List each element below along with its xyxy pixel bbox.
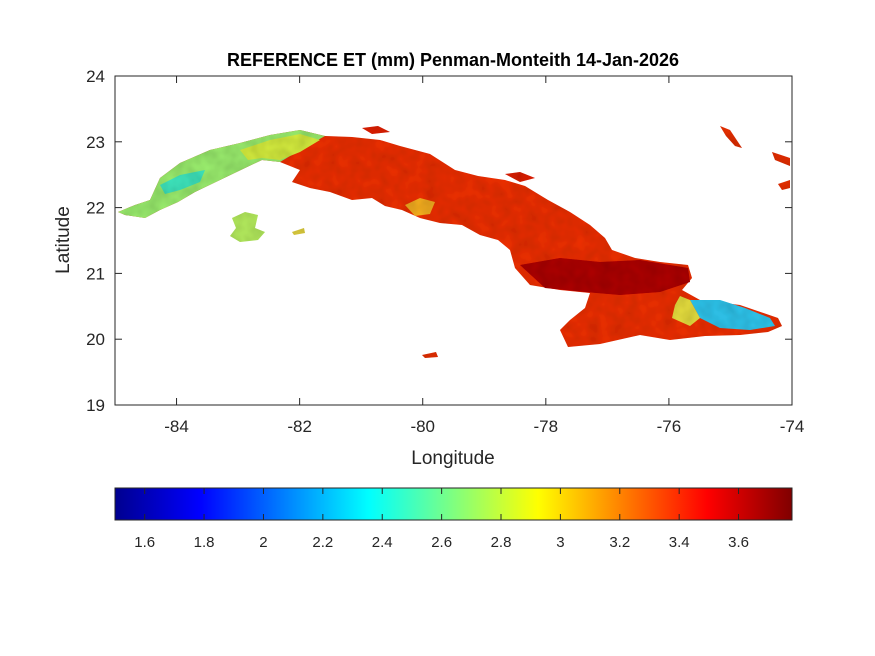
map-region-isla-juventud (230, 212, 265, 242)
x-tick-label: -84 (164, 417, 189, 436)
y-axis-label: Latitude (53, 206, 74, 274)
colorbar-tick-label: 2.4 (372, 534, 393, 551)
map-region-key-far-east (772, 152, 790, 166)
y-tick-label: 19 (86, 396, 105, 415)
heatmap-layer (118, 126, 790, 358)
x-tick-label: -82 (287, 417, 312, 436)
colorbar-tick-label: 2.8 (491, 534, 512, 551)
map-region-key-south (422, 352, 438, 358)
map-region-key-far-east-2 (778, 180, 790, 190)
plot-area: -84 -82 -80 -78 -76 -74 19 20 21 22 23 24 (86, 67, 804, 436)
x-tick-label: -74 (780, 417, 805, 436)
y-tick-label: 23 (86, 133, 105, 152)
map-region-key-east (720, 126, 742, 148)
y-tick-label: 22 (86, 199, 105, 218)
colorbar-tick-label: 1.6 (134, 534, 155, 551)
axes-background (115, 76, 792, 405)
colorbar: 1.6 1.8 2 2.2 2.4 2.6 2.8 3 3.2 3.4 3.6 (114, 487, 793, 551)
map-region-key-northeast (505, 172, 535, 182)
map-region-eastern-highlands (690, 300, 775, 330)
colorbar-tick-label: 1.8 (194, 534, 215, 551)
colorbar-tick-label: 2 (259, 534, 267, 551)
colorbar-tick-label: 3.4 (669, 534, 690, 551)
map-region-central-patch (405, 198, 435, 216)
colorbar-ticks: 1.6 1.8 2 2.2 2.4 2.6 2.8 3 3.2 3.4 3.6 (134, 488, 749, 551)
y-tick-label: 24 (86, 67, 105, 86)
chart-title: REFERENCE ET (mm) Penman-Monteith 14-Jan… (227, 50, 679, 70)
x-axis-label: Longitude (411, 448, 494, 469)
x-tick-label: -78 (534, 417, 559, 436)
y-ticks: 19 20 21 22 23 24 (86, 67, 792, 415)
colorbar-tick-label: 2.2 (312, 534, 333, 551)
colorbar-tick-label: 3.6 (728, 534, 749, 551)
colorbar-tick-label: 3.2 (609, 534, 630, 551)
map-region-pinar-east (240, 134, 320, 160)
x-tick-label: -76 (657, 417, 682, 436)
y-tick-label: 20 (86, 330, 105, 349)
x-tick-label: -80 (410, 417, 435, 436)
colorbar-gradient (114, 487, 793, 521)
colorbar-tick-label: 3 (556, 534, 564, 551)
map-region-key-north (362, 126, 390, 134)
map-region-camaguey (520, 258, 690, 295)
colorbar-tick-label: 2.6 (431, 534, 452, 551)
map-region-pinar-patch (160, 170, 205, 194)
axes-box (114, 75, 793, 406)
y-tick-label: 21 (86, 264, 105, 283)
x-ticks: -84 -82 -80 -78 -76 -74 (164, 76, 804, 436)
map-region-eastern-ring (672, 296, 700, 326)
map-region-key-southwest (292, 228, 305, 235)
